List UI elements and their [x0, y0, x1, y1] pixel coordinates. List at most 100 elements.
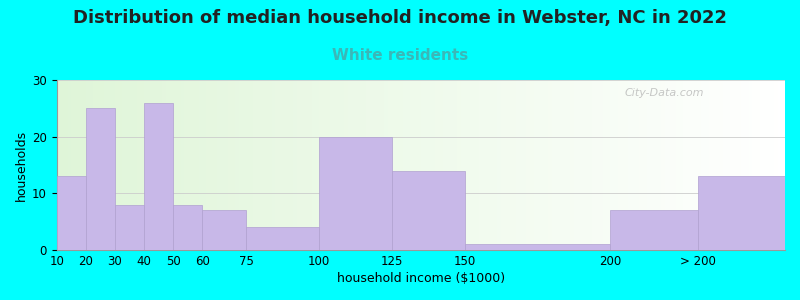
Bar — [639, 80, 643, 250]
Bar — [144, 103, 174, 250]
Bar — [465, 244, 610, 250]
Bar — [410, 80, 414, 250]
Bar — [512, 80, 515, 250]
Bar — [468, 80, 472, 250]
Bar — [75, 80, 78, 250]
Bar — [658, 80, 661, 250]
Bar — [782, 80, 785, 250]
Bar — [188, 80, 191, 250]
Bar — [759, 80, 763, 250]
Bar — [472, 80, 475, 250]
Bar — [566, 80, 570, 250]
Bar — [698, 176, 785, 250]
Bar — [170, 80, 174, 250]
Bar — [275, 80, 279, 250]
Bar — [64, 80, 68, 250]
Bar — [570, 80, 574, 250]
Bar — [57, 176, 86, 250]
Bar — [421, 80, 425, 250]
Bar — [778, 80, 782, 250]
Bar — [191, 80, 195, 250]
Bar — [86, 80, 90, 250]
Bar — [766, 80, 770, 250]
Bar — [774, 80, 778, 250]
Bar — [435, 80, 439, 250]
Bar — [381, 80, 385, 250]
Bar — [108, 80, 111, 250]
Bar — [308, 80, 312, 250]
Bar — [202, 80, 206, 250]
Bar — [206, 80, 210, 250]
Bar — [526, 80, 530, 250]
Bar — [254, 80, 257, 250]
Bar — [538, 80, 541, 250]
Bar — [134, 80, 137, 250]
Bar — [137, 80, 141, 250]
Bar — [742, 80, 745, 250]
Bar — [115, 80, 118, 250]
Bar — [712, 80, 716, 250]
Bar — [355, 80, 359, 250]
Bar — [578, 80, 581, 250]
Bar — [552, 80, 556, 250]
Bar — [498, 80, 501, 250]
Bar — [297, 80, 301, 250]
Bar — [86, 108, 115, 250]
Bar — [228, 80, 231, 250]
Bar — [505, 80, 508, 250]
Bar — [548, 80, 552, 250]
Bar — [224, 80, 228, 250]
Bar — [279, 80, 282, 250]
Bar — [439, 80, 442, 250]
Bar — [282, 80, 286, 250]
Bar — [432, 80, 435, 250]
Bar — [370, 80, 374, 250]
Bar — [301, 80, 304, 250]
Bar — [745, 80, 749, 250]
Bar — [217, 80, 221, 250]
Bar — [144, 80, 148, 250]
Bar — [304, 80, 308, 250]
Bar — [406, 80, 410, 250]
Bar — [268, 80, 271, 250]
Bar — [101, 80, 104, 250]
Bar — [158, 80, 162, 250]
Bar — [214, 80, 217, 250]
Bar — [68, 80, 71, 250]
Bar — [290, 80, 294, 250]
Bar — [723, 80, 726, 250]
Bar — [392, 171, 465, 250]
X-axis label: household income ($1000): household income ($1000) — [337, 272, 505, 285]
Bar — [734, 80, 738, 250]
Bar — [479, 80, 482, 250]
Text: City-Data.com: City-Data.com — [625, 88, 704, 98]
Bar — [749, 80, 752, 250]
Bar — [669, 80, 672, 250]
Bar — [629, 80, 632, 250]
Bar — [523, 80, 526, 250]
Bar — [614, 80, 618, 250]
Bar — [104, 80, 108, 250]
Bar — [686, 80, 690, 250]
Bar — [581, 80, 585, 250]
Bar — [519, 80, 523, 250]
Bar — [148, 80, 151, 250]
Bar — [534, 80, 538, 250]
Bar — [719, 80, 723, 250]
Bar — [377, 80, 381, 250]
Bar — [646, 80, 650, 250]
Bar — [618, 80, 621, 250]
Bar — [643, 80, 646, 250]
Bar — [362, 80, 366, 250]
Bar — [596, 80, 599, 250]
Bar — [82, 80, 86, 250]
Bar — [428, 80, 432, 250]
Bar — [610, 80, 614, 250]
Bar — [402, 80, 406, 250]
Bar — [690, 80, 694, 250]
Bar — [705, 80, 709, 250]
Bar — [588, 80, 592, 250]
Bar — [726, 80, 730, 250]
Bar — [312, 80, 315, 250]
Bar — [93, 80, 97, 250]
